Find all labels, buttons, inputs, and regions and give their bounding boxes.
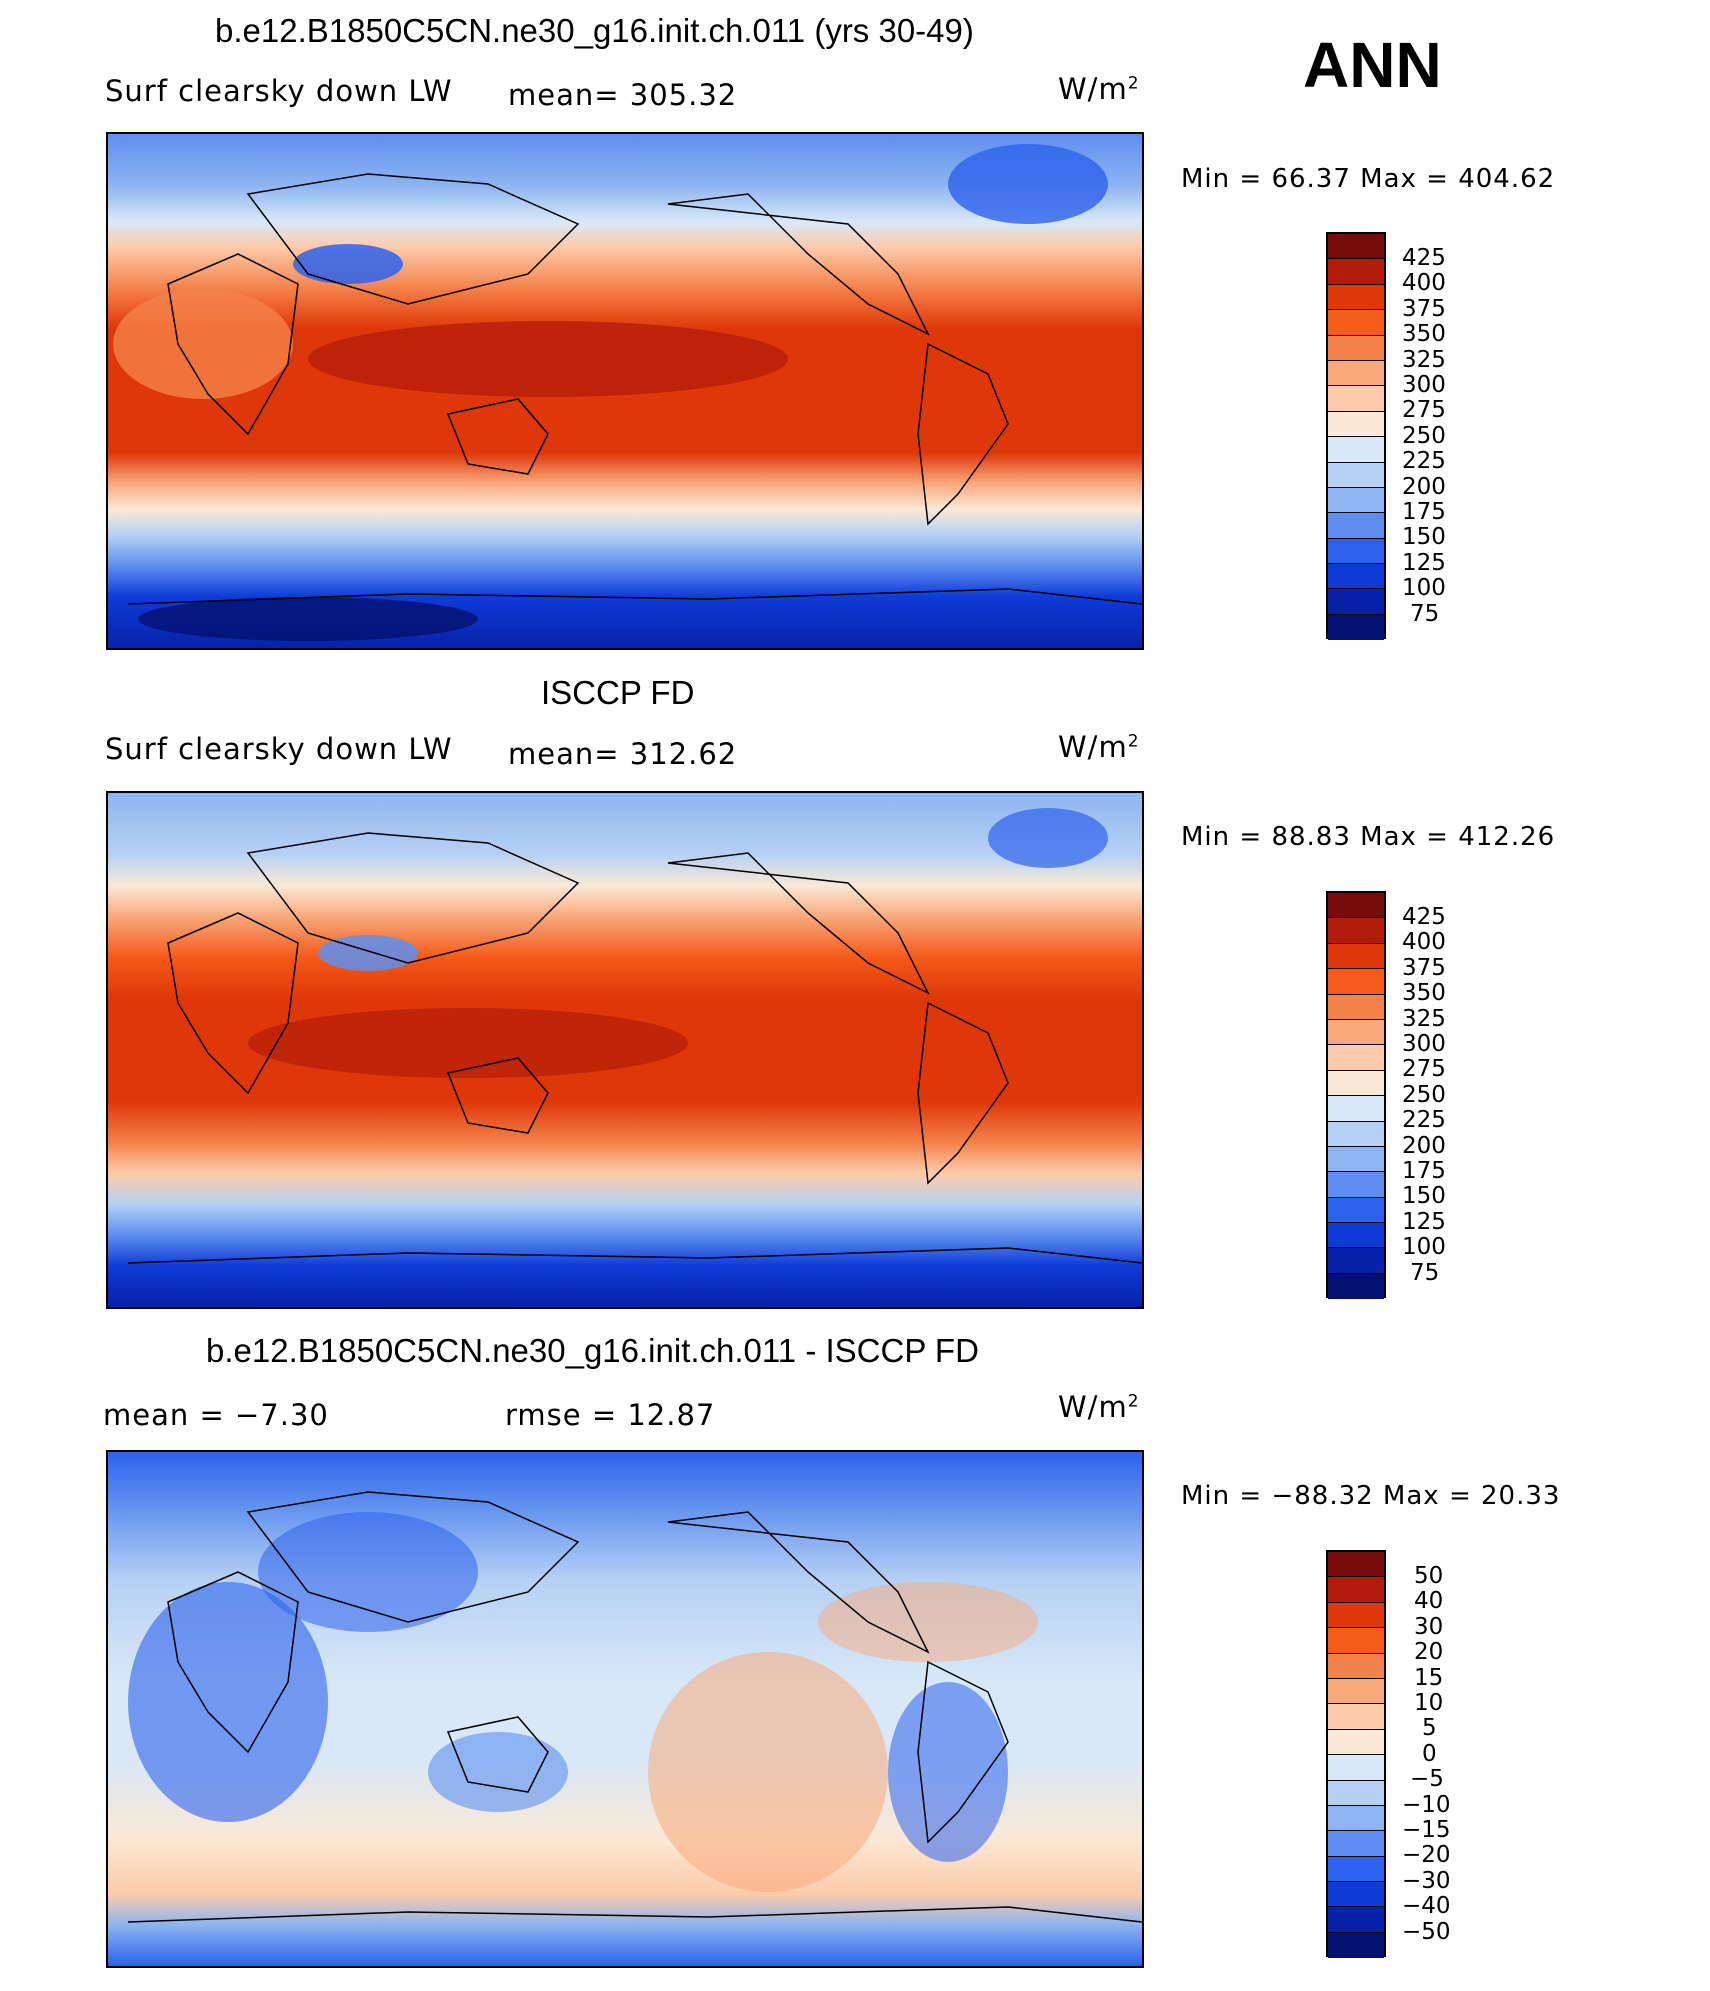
colorbar-tick: 400 — [1402, 929, 1446, 956]
colorbar-tick: 225 — [1402, 448, 1446, 475]
colorbar-tick: −20 — [1402, 1842, 1451, 1869]
panel-2-map — [106, 791, 1144, 1309]
panel-1-map — [106, 132, 1144, 650]
colorbar-tick: −10 — [1402, 1791, 1451, 1818]
colorbar-tick: −5 — [1410, 1766, 1444, 1793]
colorbar-tick: 75 — [1410, 1259, 1440, 1286]
colorbar-tick: 325 — [1402, 1005, 1446, 1032]
colorbar-tick: 275 — [1402, 1056, 1446, 1083]
panel-2-variable: Surf clearsky down LW — [105, 732, 453, 766]
colorbar-tick: 300 — [1402, 1031, 1446, 1057]
panel-1-variable: Surf clearsky down LW — [105, 74, 453, 108]
panel-3-units: W/m2 — [1058, 1390, 1140, 1424]
colorbar-tick: 200 — [1402, 1132, 1446, 1159]
colorbar-tick: 175 — [1402, 1158, 1446, 1184]
colorbar-tick: 40 — [1414, 1588, 1444, 1615]
colorbar-tick: 30 — [1414, 1613, 1444, 1640]
colorbar-tick: 125 — [1402, 549, 1446, 576]
panel-2-colorbar — [1326, 891, 1386, 1300]
colorbar-tick: 425 — [1402, 245, 1446, 271]
panel-2-units: W/m2 — [1058, 730, 1140, 764]
colorbar-tick: 225 — [1402, 1107, 1446, 1134]
colorbar-tick: −30 — [1402, 1867, 1451, 1894]
panel-1-mean: mean= 305.32 — [508, 78, 738, 112]
colorbar-tick: −50 — [1402, 1918, 1451, 1945]
season-label: ANN — [1303, 29, 1442, 101]
colorbar-tick: 350 — [1402, 321, 1446, 348]
panel-1-colorbar — [1326, 232, 1386, 641]
colorbar-tick: 275 — [1402, 397, 1446, 424]
colorbar-tick: −15 — [1402, 1817, 1451, 1843]
panel-2-minmax: Min = 88.83 Max = 412.26 — [1181, 822, 1556, 852]
colorbar-tick: 350 — [1402, 980, 1446, 1007]
colorbar-tick: 375 — [1402, 954, 1446, 981]
colorbar-tick: 200 — [1402, 473, 1446, 500]
colorbar-tick: 100 — [1402, 575, 1446, 602]
panel-3-rmse: rmse = 12.87 — [505, 1398, 716, 1432]
colorbar-tick: 50 — [1414, 1563, 1444, 1589]
panel-2-title: ISCCP FD — [541, 674, 695, 711]
colorbar-tick: 0 — [1422, 1740, 1437, 1767]
colorbar-tick: 250 — [1402, 1081, 1446, 1108]
colorbar-tick: 20 — [1414, 1639, 1444, 1666]
colorbar-tick: 325 — [1402, 346, 1446, 373]
colorbar-tick: 150 — [1402, 524, 1446, 551]
colorbar-tick: 5 — [1422, 1715, 1437, 1742]
panel-3-colorbar — [1326, 1550, 1386, 1959]
panel-2-mean: mean= 312.62 — [508, 737, 738, 771]
panel-1-minmax: Min = 66.37 Max = 404.62 — [1181, 164, 1556, 194]
colorbar-tick: 100 — [1402, 1234, 1446, 1261]
colorbar-tick: 15 — [1414, 1664, 1444, 1691]
panel-1-title: b.e12.B1850C5CN.ne30_g16.init.ch.011 (yr… — [215, 12, 974, 49]
colorbar-tick: 125 — [1402, 1208, 1446, 1235]
colorbar-tick: −40 — [1402, 1893, 1451, 1920]
colorbar-tick: 400 — [1402, 270, 1446, 297]
colorbar-tick: 425 — [1402, 904, 1446, 930]
colorbar-tick: 150 — [1402, 1183, 1446, 1210]
colorbar-tick: 300 — [1402, 372, 1446, 398]
panel-3-mean: mean = −7.30 — [103, 1398, 329, 1432]
colorbar-tick: 375 — [1402, 295, 1446, 322]
colorbar-tick: 75 — [1410, 600, 1440, 627]
panel-3-minmax: Min = −88.32 Max = 20.33 — [1181, 1481, 1561, 1511]
panel-1-units: W/m2 — [1058, 72, 1140, 106]
panel-3-title: b.e12.B1850C5CN.ne30_g16.init.ch.011 - I… — [206, 1332, 979, 1369]
colorbar-tick: 175 — [1402, 499, 1446, 525]
colorbar-tick: 10 — [1414, 1690, 1444, 1716]
panel-3-map — [106, 1450, 1144, 1968]
colorbar-tick: 250 — [1402, 422, 1446, 449]
